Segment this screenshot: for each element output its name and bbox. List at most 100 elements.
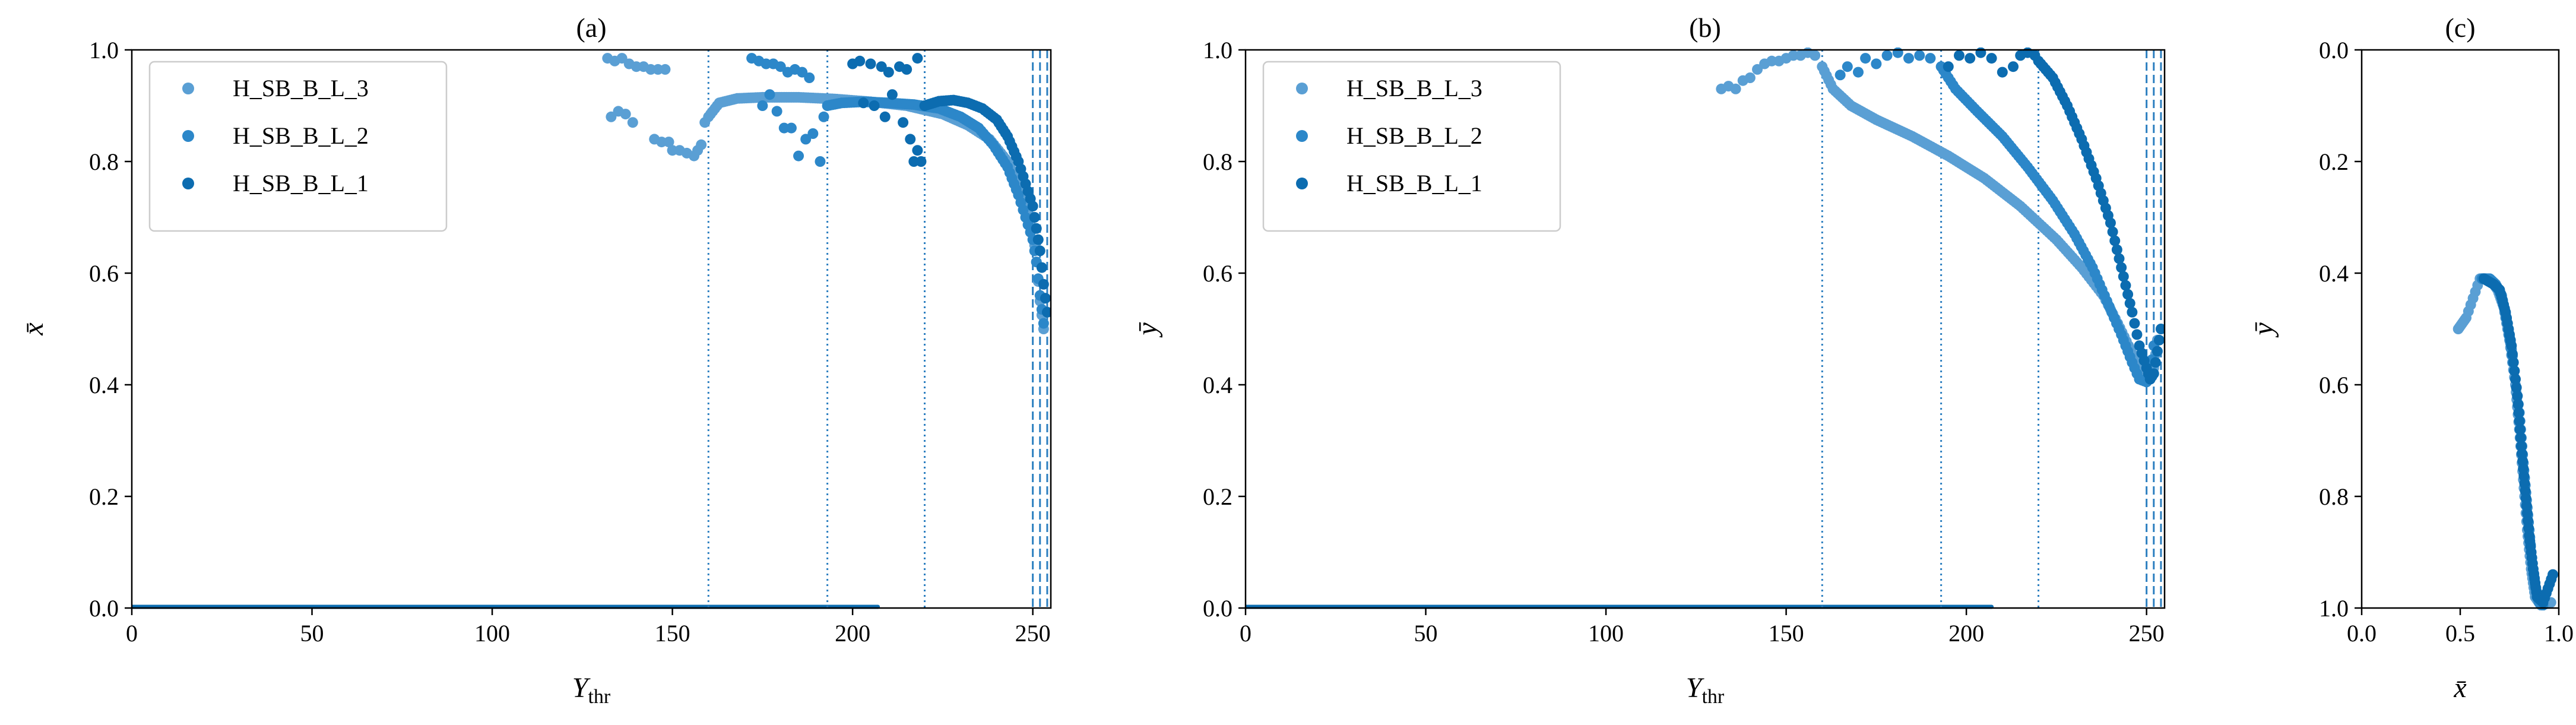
data-point-H_SB_B_L_1-scattered-6 — [2008, 61, 2019, 72]
y-tick-label: 0.6 — [2319, 372, 2349, 398]
data-layer-a — [132, 50, 1051, 609]
data-point-H_SB_B_L_1-curve-33 — [2111, 244, 2122, 255]
data-point-H_SB_B_L_3-scattered-11 — [620, 109, 631, 120]
data-point-H_SB_B_L_2-scattered-8 — [1914, 50, 1925, 61]
data-point-H_SB_B_L_2-scattered-15 — [800, 134, 812, 145]
data-point-H_SB_B_L_3-scattered-2 — [616, 53, 628, 64]
x-tick-label: 0.0 — [2347, 620, 2377, 647]
data-point-H_SB_B_L_1-path-35 — [2515, 432, 2526, 444]
data-point-H_SB_B_L_1-scattered-15 — [912, 145, 923, 156]
data-point-H_SB_B_L_2-scattered-13 — [785, 122, 797, 134]
data-point-H_SB_B_L_1-scattered-3 — [1975, 48, 1986, 58]
data-point-H_SB_B_L_1-curve-54 — [2155, 324, 2165, 334]
y-tick-label: 0.0 — [89, 595, 119, 622]
data-point-H_SB_B_L_2-scattered-1 — [1842, 61, 1853, 72]
legend-box — [1262, 61, 1561, 232]
data-point-H_SB_B_L_2-scattered-18 — [818, 111, 829, 122]
data-point-H_SB_B_L_1-curve-37 — [2120, 280, 2131, 291]
x-tick-label: 200 — [835, 620, 870, 647]
y-axis-label: ȳ — [2248, 322, 2279, 338]
x-tick-label: 250 — [2129, 620, 2165, 647]
data-point-H_SB_B_L_1-curve-36 — [2118, 271, 2129, 282]
series-H_SB_B_L_1 — [2478, 273, 2559, 608]
x-axis-label: x̄ — [2453, 672, 2466, 704]
data-point-H_SB_B_L_3-scattered-12 — [627, 117, 638, 128]
data-point-H_SB_B_L_1-curve-54 — [1041, 306, 1051, 318]
data-point-H_SB_B_L_1-curve-52 — [2152, 346, 2163, 357]
data-point-H_SB_B_L_1-scattered-2 — [1965, 53, 1976, 64]
y-axis-label: ȳ — [1132, 322, 1163, 338]
x-tick-label: 250 — [1015, 620, 1051, 647]
data-point-H_SB_B_L_1-curve-49 — [1032, 234, 1044, 245]
data-point-H_SB_B_L_1-scattered-1 — [854, 55, 866, 67]
data-point-H_SB_B_L_1-path-32 — [2513, 407, 2524, 418]
data-point-H_SB_B_L_1-curve-53 — [1040, 293, 1051, 304]
legend-label: H_SB_B_L_1 — [233, 170, 369, 197]
data-point-H_SB_B_L_1-curve-30 — [2105, 217, 2116, 229]
data-point-H_SB_B_L_2-scattered-17 — [815, 156, 826, 167]
legend-marker-H_SB_B_L_2 — [182, 130, 194, 142]
legend-marker-H_SB_B_L_3 — [1296, 83, 1308, 94]
data-point-H_SB_B_L_2-scattered-11 — [771, 106, 782, 117]
data-point-H_SB_B_L_1-curve-40 — [2127, 306, 2138, 318]
data-point-H_SB_B_L_1-path-31 — [2512, 398, 2524, 410]
legend: H_SB_B_L_3 H_SB_B_L_2 H_SB_B_L_1 — [1262, 61, 1561, 232]
data-point-H_SB_B_L_1-path-24 — [2506, 340, 2517, 352]
data-point-H_SB_B_L_2-scattered-10 — [764, 89, 775, 100]
data-point-H_SB_B_L_3-scattered-5 — [1752, 64, 1763, 75]
x-tick-label: 200 — [1948, 620, 1984, 647]
x-tick-label: 150 — [1769, 620, 1804, 647]
data-point-H_SB_B_L_2-scattered-0 — [1834, 69, 1846, 81]
data-point-H_SB_B_L_3-scattered-15 — [663, 137, 674, 148]
data-point-H_SB_B_L_1-curve-32 — [2109, 235, 2121, 246]
data-point-H_SB_B_L_1-scattered-12 — [898, 117, 909, 128]
data-point-H_SB_B_L_2-scattered-2 — [1853, 67, 1864, 78]
y-tick-label: 1.0 — [1203, 37, 1232, 64]
y-tick-label: 0.0 — [2319, 37, 2349, 64]
data-point-H_SB_B_L_1-scattered-13 — [905, 134, 916, 145]
data-point-H_SB_B_L_2-scattered-7 — [797, 67, 808, 78]
chart-panel-c: 0.0 0.5 1.00.00.20.40.60.81.0(c)x̄ȳ — [2248, 12, 2574, 704]
chart-panel-a: 0 50 100 150 200 250 0.0 0.2 0.4 0.6 0.8 1.0 (a) Ythr… — [18, 12, 1052, 708]
data-point-H_SB_B_L_3-scattered-13 — [1810, 50, 1821, 61]
data-point-H_SB_B_L_2-scattered-8 — [804, 72, 815, 83]
data-point-H_SB_B_L_1-scattered-4 — [883, 67, 894, 78]
y-tick-label: 0.4 — [2319, 260, 2349, 287]
data-point-H_SB_B_L_1-path-28 — [2510, 373, 2521, 385]
x-tick-label: 50 — [300, 620, 324, 647]
data-point-H_SB_B_L_1-scattered-6 — [901, 64, 912, 75]
axes-frame — [131, 49, 1052, 609]
x-tick-label: 0 — [1240, 620, 1251, 647]
data-point-H_SB_B_L_1-scattered-4 — [1986, 53, 1997, 64]
y-tick-label: 0.2 — [2319, 148, 2349, 175]
legend-label: H_SB_B_L_3 — [233, 75, 369, 102]
x-tick-label: 100 — [474, 620, 510, 647]
y-tick-label: 0.4 — [1203, 372, 1232, 398]
data-point-H_SB_B_L_1-curve-48 — [1031, 223, 1042, 234]
y-tick-label: 0.6 — [1203, 260, 1232, 287]
y-tick-label: 0.4 — [89, 372, 119, 398]
y-tick-label: 0.6 — [89, 260, 119, 287]
data-point-H_SB_B_L_1-path-34 — [2514, 424, 2526, 435]
chart-title: (c) — [2445, 12, 2475, 43]
axes-frame — [1244, 49, 2166, 609]
data-point-H_SB_B_L_1-curve-50 — [2148, 368, 2159, 379]
data-point-H_SB_B_L_3-scattered-21 — [696, 139, 707, 150]
chart-title: (a) — [576, 12, 606, 43]
data-point-H_SB_B_L_1-scattered-9 — [869, 100, 880, 111]
x-axis-label-main: Y — [1686, 672, 1704, 704]
data-point-H_SB_B_L_1-scattered-7 — [912, 53, 923, 64]
legend-marker-H_SB_B_L_1 — [1296, 178, 1308, 189]
data-point-H_SB_B_L_1-path-26 — [2508, 357, 2519, 368]
y-tick-label: 1.0 — [2319, 595, 2349, 622]
legend-label: H_SB_B_L_2 — [1346, 122, 1482, 149]
x-tick-label: 150 — [655, 620, 690, 647]
y-tick-label: 0.8 — [89, 148, 119, 175]
data-point-H_SB_B_L_1-curve-38 — [2122, 289, 2134, 300]
data-point-H_SB_B_L_1-scattered-16 — [915, 156, 927, 167]
data-point-H_SB_B_L_1-path-72 — [2548, 569, 2559, 580]
data-point-H_SB_B_L_1-scattered-10 — [879, 111, 891, 122]
x-tick-label: 100 — [1588, 620, 1624, 647]
x-axis-label-sub: thr — [1702, 686, 1724, 708]
